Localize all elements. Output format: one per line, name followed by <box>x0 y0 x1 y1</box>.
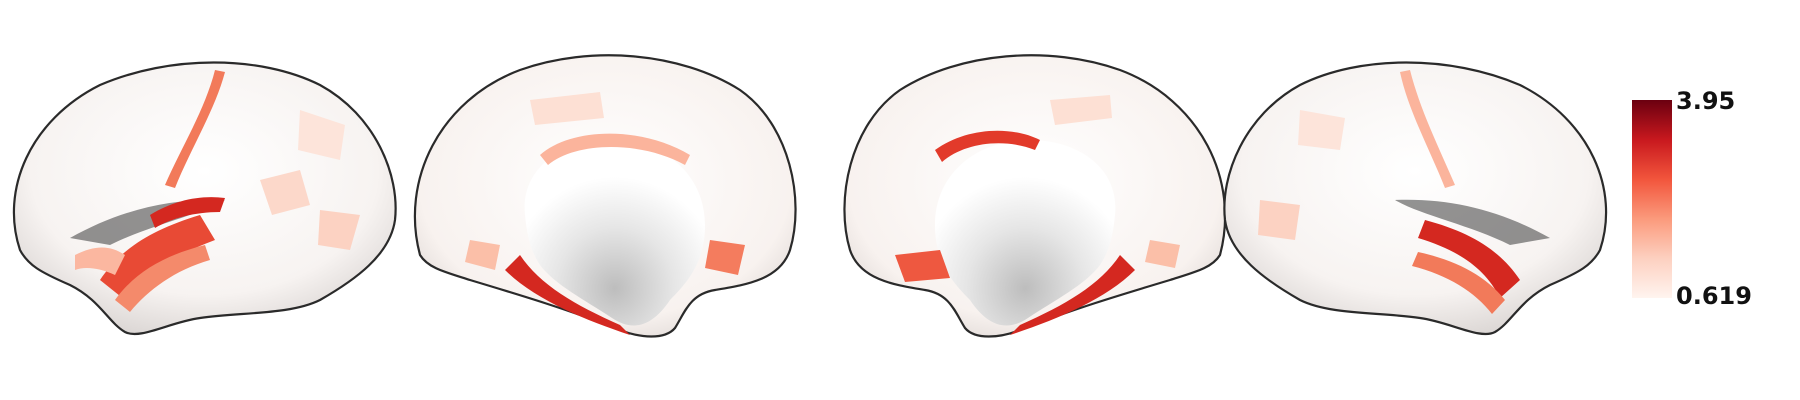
right-lateral-parcel <box>1258 200 1300 240</box>
view-right-lateral <box>1223 61 1608 336</box>
left-lateral-parcel <box>75 247 125 275</box>
left-lateral-parcel <box>318 210 360 250</box>
right-lateral-parcel <box>1412 252 1505 314</box>
right-medial-parcel <box>895 250 950 282</box>
view-left-lateral <box>12 61 397 336</box>
left-medial-parcel <box>465 240 500 270</box>
left-medial-parcel <box>530 92 604 125</box>
left-lateral-parcel <box>260 170 310 215</box>
right-medial-parcel <box>935 130 1040 162</box>
colorbar-gradient <box>1632 100 1672 298</box>
right-sylvian-fissure <box>1395 199 1550 245</box>
colorbar-max-label: 3.95 <box>1676 87 1736 115</box>
right-medial-wall <box>935 140 1116 326</box>
left-lateral-parcel <box>150 197 225 228</box>
view-left-medial <box>413 54 797 338</box>
right-medial-parcel <box>1145 240 1180 268</box>
left-lateral-parcel <box>100 215 215 300</box>
right-medial-parcel <box>1010 255 1135 335</box>
right-lateral-parcel <box>1418 220 1520 298</box>
left-medial-wall <box>524 140 705 326</box>
colorbar-min-label: 0.619 <box>1676 282 1752 310</box>
left-lateral-parcel <box>115 245 210 312</box>
view-right-medial <box>843 54 1227 338</box>
left-lateral-parcel <box>165 70 225 188</box>
left-medial-parcel <box>705 240 745 275</box>
right-medial-parcel <box>1050 95 1112 125</box>
right-lateral-parcel <box>1400 70 1455 188</box>
right-lateral-parcel <box>1298 110 1345 150</box>
left-lateral-parcel <box>298 110 345 160</box>
left-medial-parcel <box>505 255 630 335</box>
left-medial-parcel <box>540 133 690 165</box>
